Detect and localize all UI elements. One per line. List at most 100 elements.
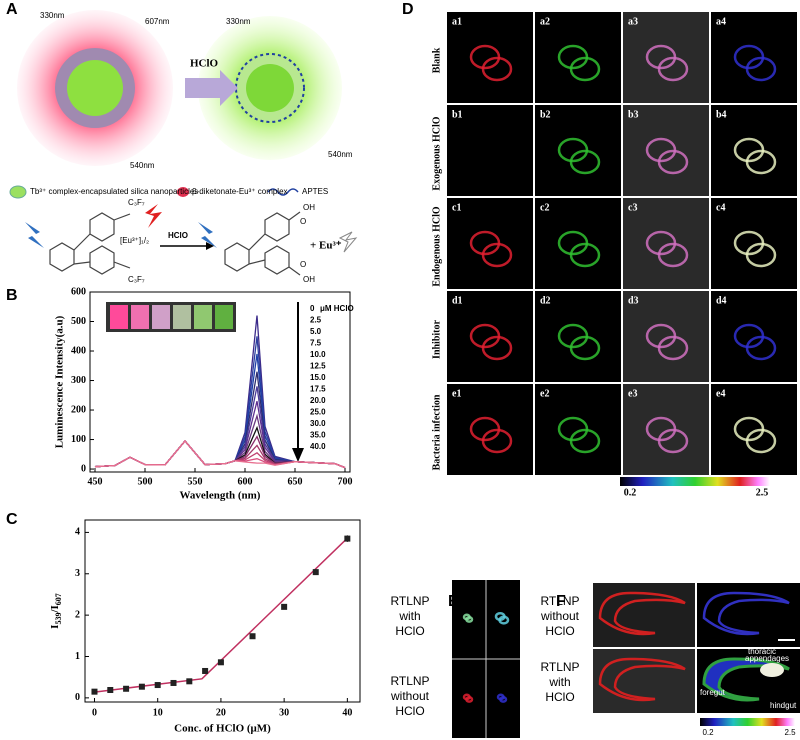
x-tick-label: 450	[88, 476, 103, 487]
label: O	[300, 217, 306, 226]
label: RTLNP	[390, 594, 429, 608]
micrograph	[711, 291, 797, 382]
cell-signal	[657, 149, 689, 175]
label: β-diketonate-Eu³⁺ complex	[192, 187, 288, 196]
cell-signal	[569, 56, 601, 82]
cell-label: c1	[452, 202, 461, 213]
micrograph	[623, 198, 709, 289]
data-point	[249, 633, 256, 640]
label: appendages	[745, 654, 789, 663]
data-point	[186, 678, 193, 685]
x-tick-label: 600	[238, 476, 253, 487]
cell-signal	[745, 56, 777, 82]
y-tick-label: 0	[81, 463, 86, 474]
y-axis-label-part: I	[49, 625, 61, 629]
cell-label: c4	[716, 202, 725, 213]
data-point	[202, 667, 209, 674]
label: A	[6, 1, 18, 18]
spectrum-line	[94, 315, 346, 469]
label: B	[6, 287, 18, 304]
cell-signal	[481, 56, 513, 82]
label: [Eu³⁺]₁/₂	[120, 236, 149, 245]
x-tick-label: 0	[92, 707, 97, 718]
label: OH	[303, 275, 315, 284]
cell-label: b3	[628, 109, 639, 120]
label: HClO	[190, 58, 219, 70]
cell-label: b4	[716, 109, 727, 120]
vial-photo	[106, 302, 304, 462]
legend-label: 2.5	[310, 316, 322, 325]
cell-label: b2	[540, 109, 551, 120]
label: Tb³⁺ complex-encapsulated silica nanopar…	[30, 187, 198, 196]
y-tick-label: 200	[71, 404, 86, 415]
legend-label: 25.0	[310, 408, 326, 417]
data-point	[217, 659, 224, 666]
label: with	[398, 609, 420, 623]
x-tick-label: 30	[279, 707, 289, 718]
label: APTES	[302, 187, 328, 196]
y-tick-label: 100	[71, 434, 86, 445]
label: D	[402, 1, 414, 18]
legend-label: 5.0	[310, 327, 322, 336]
y-tick-label: 4	[75, 527, 80, 538]
spectrum-line	[94, 371, 346, 469]
label: C₃F₇	[128, 275, 145, 284]
cell-signal	[657, 428, 689, 454]
label: RTLNP	[540, 660, 579, 674]
cell-label: a3	[628, 16, 638, 27]
data-point	[344, 535, 351, 542]
cell-label: e1	[452, 388, 461, 399]
hotspot	[760, 663, 784, 677]
y-tick-label: 300	[71, 375, 86, 386]
cell-label: e4	[716, 388, 725, 399]
y-axis-label: Luminescence Intensity(a.u)	[54, 315, 66, 448]
label: 2.5	[756, 487, 769, 498]
legend-label: 17.5	[310, 385, 326, 394]
legend-label: 40.0	[310, 442, 326, 451]
cell-signal	[657, 335, 689, 361]
label: RTLNP	[390, 674, 429, 688]
colorbar	[700, 718, 795, 726]
x-tick-label: 10	[153, 707, 163, 718]
cell-signal	[499, 695, 508, 703]
colorbar	[620, 477, 770, 486]
label: 330nm	[40, 11, 65, 20]
row-label: Endogenous HClO	[431, 206, 442, 287]
spectrum-line	[94, 353, 346, 469]
data-point	[91, 688, 98, 695]
y-axis-label-part: 607	[54, 593, 63, 605]
data-point	[154, 682, 161, 689]
y-axis-label-part: /I	[49, 605, 61, 613]
cell-signal	[745, 242, 777, 268]
x-tick-label: 20	[216, 707, 226, 718]
spectrum-line	[94, 386, 346, 469]
larva-signal	[702, 591, 790, 636]
data-point	[170, 679, 177, 686]
cell-label: c3	[628, 202, 637, 213]
spectrum-line	[94, 401, 346, 469]
label: HClO	[545, 624, 574, 638]
cell-signal	[569, 149, 601, 175]
cell-signal	[569, 428, 601, 454]
label: HClO	[395, 704, 424, 718]
micrograph	[711, 105, 797, 196]
cell-label: a4	[716, 16, 726, 27]
y-tick-label: 3	[75, 568, 80, 579]
larva-signal	[598, 657, 686, 702]
cell-signal	[465, 615, 474, 623]
micrograph	[447, 12, 533, 103]
label: HClO	[168, 231, 188, 240]
x-axis-label: Conc. of HClO (μM)	[174, 723, 271, 735]
data-point	[312, 569, 319, 576]
micrograph	[623, 384, 709, 475]
label: 330nm	[226, 17, 251, 26]
legend-label: 30.0	[310, 419, 326, 428]
legend-label: 12.5	[310, 362, 326, 371]
label: with	[548, 675, 570, 689]
micrograph	[535, 105, 621, 196]
legend-label: 7.5	[310, 339, 322, 348]
y-tick-label: 0	[75, 692, 80, 703]
micrograph	[711, 12, 797, 103]
legend-unit: μM HClO	[320, 304, 354, 313]
label: 0.2	[624, 487, 637, 498]
